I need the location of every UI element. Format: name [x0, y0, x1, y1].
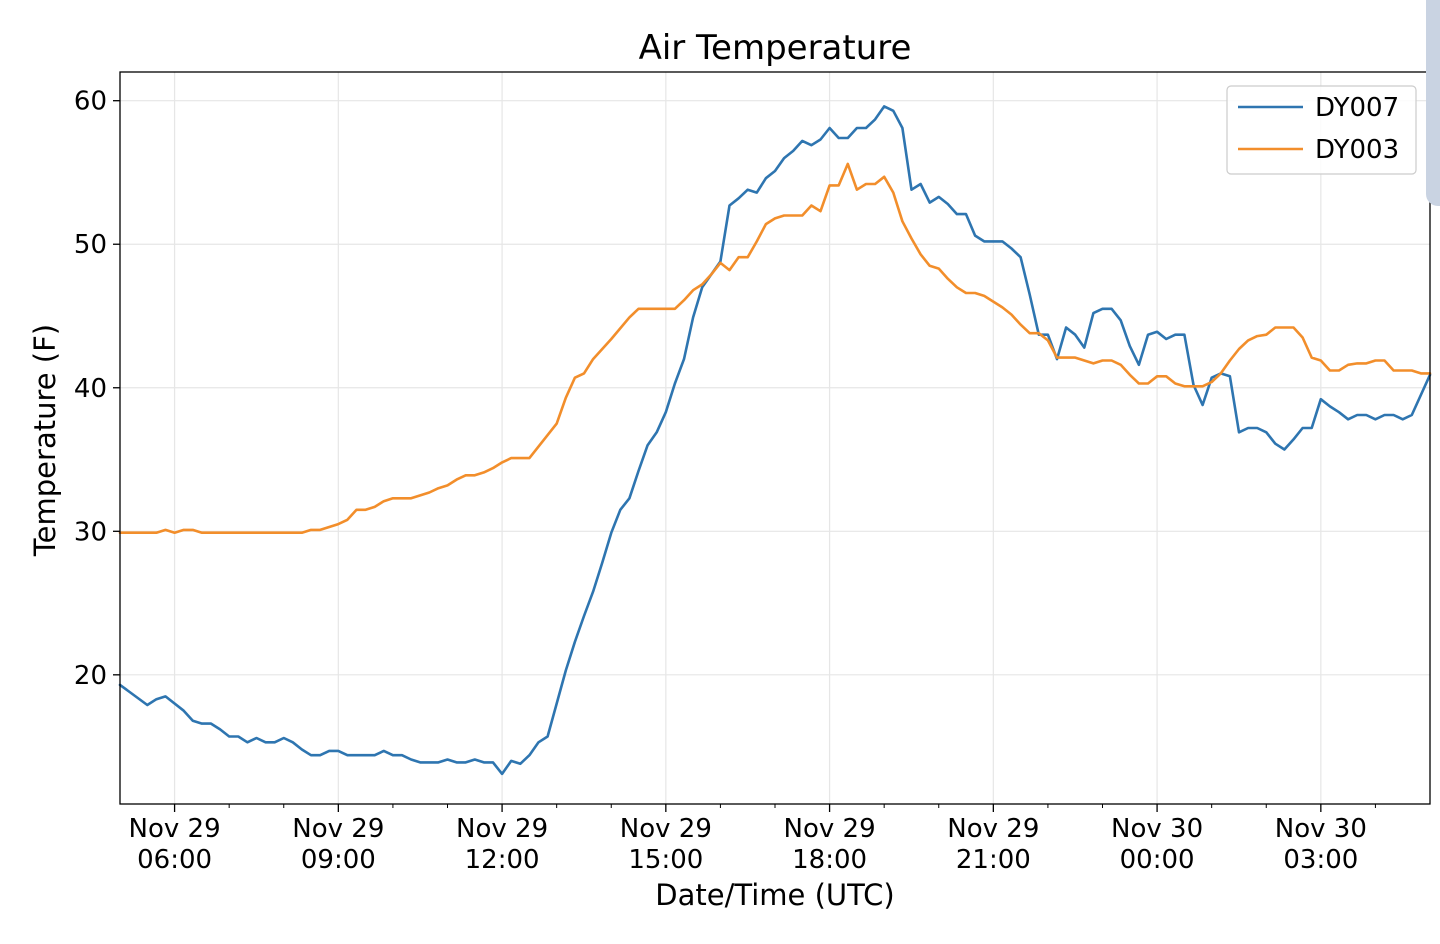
window-edge-tab — [1426, 0, 1440, 206]
x-tick-label-time: 03:00 — [1283, 845, 1358, 875]
series-line-dy007 — [118, 105, 1432, 776]
x-tick-label-date: Nov 29 — [784, 814, 876, 844]
x-axis-label: Date/Time (UTC) — [655, 878, 894, 912]
y-tick-label: 50 — [74, 230, 107, 260]
x-tick-label-date: Nov 29 — [292, 814, 384, 844]
series-line-dy003 — [118, 162, 1432, 534]
x-tick-label-time: 21:00 — [956, 845, 1031, 875]
y-axis-label: Temperature (F) — [28, 324, 62, 557]
legend-label-dy003: DY003 — [1315, 135, 1399, 165]
series-lines — [118, 105, 1432, 776]
x-tick-label-time: 15:00 — [628, 845, 703, 875]
x-tick-label-date: Nov 29 — [620, 814, 712, 844]
chart-title: Air Temperature — [639, 28, 912, 68]
x-tick-label-time: 06:00 — [137, 845, 212, 875]
x-tick-label-time: 00:00 — [1120, 845, 1195, 875]
x-tick-label-time: 18:00 — [792, 845, 867, 875]
y-tick-label: 40 — [74, 374, 107, 404]
y-tick-label: 30 — [74, 517, 107, 547]
legend: DY007 DY003 — [1226, 85, 1417, 175]
legend-label-dy007: DY007 — [1315, 93, 1399, 123]
x-tick-label-date: Nov 29 — [129, 814, 221, 844]
x-tick-label-date: Nov 30 — [1275, 814, 1367, 844]
x-tick-label-date: Nov 29 — [456, 814, 548, 844]
x-tick-label-time: 12:00 — [465, 845, 540, 875]
y-tick-label: 20 — [74, 661, 107, 691]
y-tick-label: 60 — [74, 87, 107, 117]
gridlines — [120, 72, 1430, 804]
x-tick-label-time: 09:00 — [301, 845, 376, 875]
x-tick-label-date: Nov 29 — [947, 814, 1039, 844]
x-tick-label-date: Nov 30 — [1111, 814, 1203, 844]
